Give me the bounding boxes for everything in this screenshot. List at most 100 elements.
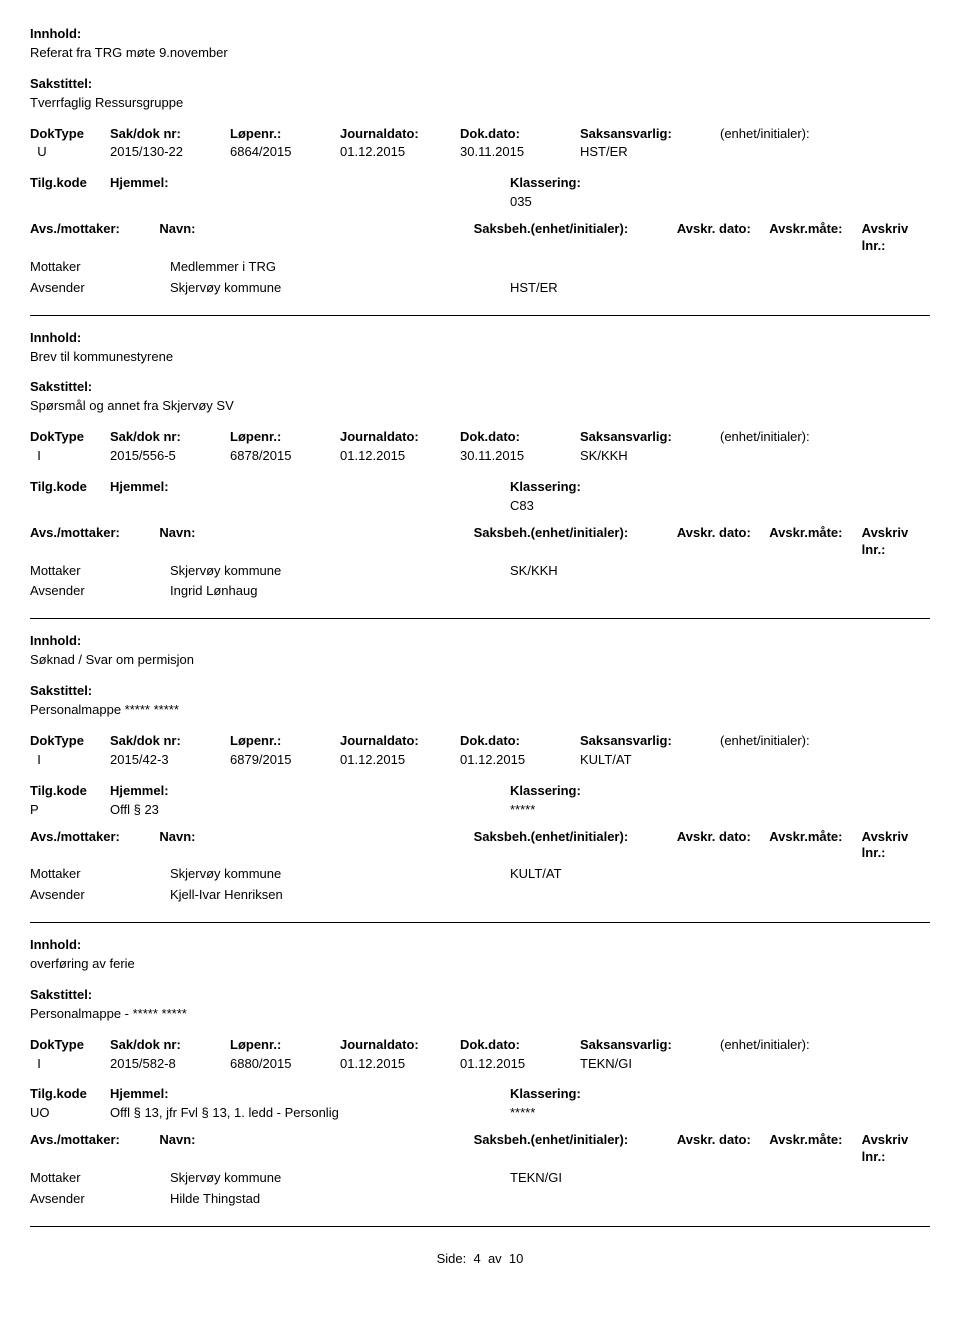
sakstittel-label: Sakstittel: — [30, 379, 930, 396]
hdr-avskrivlnr: Avskriv lnr.: — [862, 1132, 930, 1166]
footer-current: 4 — [473, 1251, 480, 1266]
hdr-lopenr: Løpenr.: — [230, 429, 340, 446]
hdr-dokdato: Dok.dato: — [460, 126, 580, 143]
columns-header: DokType Sak/dok nr: Løpenr.: Journaldato… — [30, 126, 930, 143]
val-lopenr: 6880/2015 — [230, 1056, 340, 1073]
mottaker-label: Mottaker — [30, 1170, 170, 1187]
innhold-value: Referat fra TRG møte 9.november — [30, 45, 930, 62]
avsender-label: Avsender — [30, 583, 170, 600]
avsender-row: Avsender Hilde Thingstad — [30, 1191, 930, 1208]
hdr-dokdato: Dok.dato: — [460, 1037, 580, 1054]
party-header: Avs./mottaker: Navn: Saksbeh.(enhet/init… — [30, 829, 930, 863]
hdr-avsmottaker: Avs./mottaker: — [30, 525, 159, 559]
hdr-klassering: Klassering: — [510, 1086, 710, 1103]
avsender-label: Avsender — [30, 1191, 170, 1208]
val-klassering: 035 — [510, 194, 710, 211]
innhold-value: Søknad / Svar om permisjon — [30, 652, 930, 669]
hdr-klassering: Klassering: — [510, 783, 710, 800]
columns-header: DokType Sak/dok nr: Løpenr.: Journaldato… — [30, 1037, 930, 1054]
columns-values: I 2015/556-5 6878/2015 01.12.2015 30.11.… — [30, 448, 930, 465]
mottaker-label: Mottaker — [30, 866, 170, 883]
hdr-doktype: DokType — [30, 126, 110, 143]
val-dokdato: 30.11.2015 — [460, 144, 580, 161]
hdr-lopenr: Løpenr.: — [230, 1037, 340, 1054]
avsender-name: Kjell-Ivar Henriksen — [170, 887, 510, 904]
val-journaldato: 01.12.2015 — [340, 448, 460, 465]
entries-list: Innhold: Referat fra TRG møte 9.november… — [30, 26, 930, 1227]
tilg-values: UO Offl § 13, jfr Fvl § 13, 1. ledd - Pe… — [30, 1105, 930, 1122]
columns-header: DokType Sak/dok nr: Løpenr.: Journaldato… — [30, 733, 930, 750]
val-hjemmel — [110, 194, 510, 211]
sakstittel-value: Spørsmål og annet fra Skjervøy SV — [30, 398, 930, 415]
hdr-dokdato: Dok.dato: — [460, 733, 580, 750]
innhold-value: overføring av ferie — [30, 956, 930, 973]
avsender-saksb — [510, 583, 730, 600]
hdr-klassering: Klassering: — [510, 175, 710, 192]
hdr-avskrmate: Avskr.måte: — [769, 829, 861, 863]
hdr-journaldato: Journaldato: — [340, 733, 460, 750]
mottaker-row: Mottaker Skjervøy kommune KULT/AT — [30, 866, 930, 883]
hdr-sakdok: Sak/dok nr: — [110, 733, 230, 750]
val-sakdok: 2015/582-8 — [110, 1056, 230, 1073]
columns-values: I 2015/582-8 6880/2015 01.12.2015 01.12.… — [30, 1056, 930, 1073]
hdr-enhet: (enhet/initialer): — [720, 429, 860, 446]
avsender-saksb — [510, 1191, 730, 1208]
mottaker-name: Medlemmer i TRG — [170, 259, 510, 276]
sakstittel-value: Personalmappe - ***** ***** — [30, 1006, 930, 1023]
hdr-hjemmel: Hjemmel: — [110, 479, 510, 496]
innhold-label: Innhold: — [30, 633, 930, 650]
hdr-doktype: DokType — [30, 1037, 110, 1054]
val-dokdato: 01.12.2015 — [460, 752, 580, 769]
hdr-doktype: DokType — [30, 429, 110, 446]
hdr-hjemmel: Hjemmel: — [110, 1086, 510, 1103]
footer-total: 10 — [509, 1251, 523, 1266]
val-saksansvarlig: TEKN/GI — [580, 1056, 720, 1073]
hdr-avsmottaker: Avs./mottaker: — [30, 829, 159, 863]
val-sakdok: 2015/556-5 — [110, 448, 230, 465]
hdr-sakdok: Sak/dok nr: — [110, 1037, 230, 1054]
val-doktype: I — [30, 448, 110, 465]
val-journaldato: 01.12.2015 — [340, 144, 460, 161]
hdr-avskrivlnr: Avskriv lnr.: — [862, 221, 930, 255]
val-tilgkode — [30, 194, 110, 211]
columns-values: U 2015/130-22 6864/2015 01.12.2015 30.11… — [30, 144, 930, 161]
avsender-label: Avsender — [30, 280, 170, 297]
footer-side-label: Side: — [437, 1251, 467, 1266]
mottaker-row: Mottaker Medlemmer i TRG — [30, 259, 930, 276]
mottaker-saksb: SK/KKH — [510, 563, 730, 580]
sakstittel-label: Sakstittel: — [30, 683, 930, 700]
tilg-values: 035 — [30, 194, 930, 211]
hdr-enhet: (enhet/initialer): — [720, 733, 860, 750]
val-lopenr: 6864/2015 — [230, 144, 340, 161]
party-header: Avs./mottaker: Navn: Saksbeh.(enhet/init… — [30, 221, 930, 255]
journal-entry: Innhold: Søknad / Svar om permisjon Saks… — [30, 633, 930, 923]
avsender-name: Hilde Thingstad — [170, 1191, 510, 1208]
hdr-doktype: DokType — [30, 733, 110, 750]
footer-av: av — [488, 1251, 502, 1266]
hdr-avskrmate: Avskr.måte: — [769, 1132, 861, 1166]
val-journaldato: 01.12.2015 — [340, 752, 460, 769]
mottaker-row: Mottaker Skjervøy kommune TEKN/GI — [30, 1170, 930, 1187]
avsender-row: Avsender Ingrid Lønhaug — [30, 583, 930, 600]
hdr-avsmottaker: Avs./mottaker: — [30, 221, 159, 255]
hdr-avskrdato: Avskr. dato: — [677, 221, 769, 255]
tilg-header: Tilg.kode Hjemmel: Klassering: — [30, 479, 930, 496]
journal-entry: Innhold: Referat fra TRG møte 9.november… — [30, 26, 930, 316]
mottaker-name: Skjervøy kommune — [170, 1170, 510, 1187]
tilg-values: P Offl § 23 ***** — [30, 802, 930, 819]
val-tilgkode: P — [30, 802, 110, 819]
mottaker-name: Skjervøy kommune — [170, 866, 510, 883]
sakstittel-label: Sakstittel: — [30, 987, 930, 1004]
val-sakdok: 2015/130-22 — [110, 144, 230, 161]
columns-header: DokType Sak/dok nr: Løpenr.: Journaldato… — [30, 429, 930, 446]
hdr-hjemmel: Hjemmel: — [110, 783, 510, 800]
val-doktype: I — [30, 1056, 110, 1073]
columns-values: I 2015/42-3 6879/2015 01.12.2015 01.12.2… — [30, 752, 930, 769]
val-tilgkode — [30, 498, 110, 515]
hdr-lopenr: Løpenr.: — [230, 126, 340, 143]
hdr-navn: Navn: — [159, 525, 473, 559]
tilg-header: Tilg.kode Hjemmel: Klassering: — [30, 175, 930, 192]
sakstittel-value: Tverrfaglig Ressursgruppe — [30, 95, 930, 112]
val-lopenr: 6879/2015 — [230, 752, 340, 769]
hdr-avskrivlnr: Avskriv lnr.: — [862, 525, 930, 559]
